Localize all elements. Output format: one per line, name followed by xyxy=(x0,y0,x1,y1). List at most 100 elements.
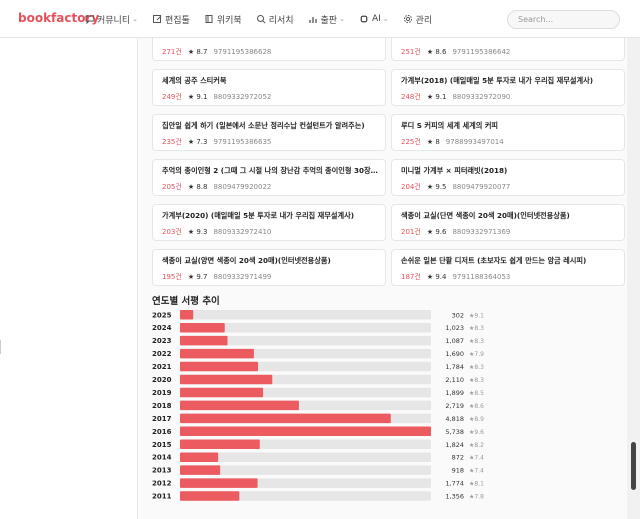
book-title[interactable]: 색종이 교실(양면 색종이 20색 20매)(인터넷전용상품) xyxy=(162,256,331,265)
nav-item-label: 출판 xyxy=(320,15,338,26)
top-navigation-bar: bookfactory 커뮤니티 ⌄ 편집툴 위키북 리서치 출판 ⌄ AI ⌄ 관리 xyxy=(0,0,640,38)
nav-item-label: 리서치 xyxy=(268,15,294,26)
rating-label: ★8.3 xyxy=(469,338,484,345)
value-label: 1,824 xyxy=(445,441,464,449)
value-label: 1,356 xyxy=(445,493,464,501)
book-card[interactable]: 가계부(2020) (매일매일 5분 투자로 내가 우리집 재무설계사) 203건… xyxy=(152,204,386,241)
bar-track xyxy=(180,452,431,462)
year-label: 2024 xyxy=(152,324,172,332)
value-label: 1,774 xyxy=(445,480,464,488)
rating-label: ★9.1 xyxy=(469,312,484,319)
book-card[interactable]: 손쉬운 일본 단팥 디저트 (초보자도 쉽게 만드는 앙금 레시피) 187건 ★ … xyxy=(391,249,625,286)
book-title[interactable]: 루디 S 커피의 세계 세계의 커피 xyxy=(401,121,499,130)
book-rating: ★ 8.6 xyxy=(426,48,447,56)
book-card[interactable]: 가계부(2018) (매일매일 5분 투자로 내가 우리집 재무설계사) 248건… xyxy=(391,69,625,106)
book-isbn: 8809479920077 xyxy=(452,183,511,191)
rating-label: ★8.6 xyxy=(469,403,484,410)
year-label: 2017 xyxy=(152,415,172,423)
value-label: 1,023 xyxy=(445,324,464,332)
bar xyxy=(180,491,240,501)
review-count: 201건 xyxy=(401,228,421,236)
search-input[interactable] xyxy=(507,10,620,29)
book-title[interactable]: 색종이 교실(단면 색종이 20색 20매)(인터넷전용상품) xyxy=(401,211,570,220)
book-title[interactable]: 집안일 쉽게 하기 (일본에서 소문난 정리수납 컨설턴트가 알려주는) xyxy=(162,121,365,130)
chart-icon xyxy=(308,17,317,23)
value-label: 1,690 xyxy=(445,350,464,358)
book-card[interactable]: 색종이 교실(단면 색종이 20색 20매)(인터넷전용상품) 201건 ★ 9.6… xyxy=(391,204,625,241)
book-rating: ★ 9.6 xyxy=(426,228,447,236)
value-label: 872 xyxy=(452,454,464,462)
review-count: 203건 xyxy=(162,228,182,236)
book-isbn: 8809332971499 xyxy=(213,273,272,281)
rating-label: ★8.3 xyxy=(469,377,484,384)
book-card[interactable]: 미니멀 가계부 × 피터래빗(2018) 204건 ★ 9.5 88094799200… xyxy=(391,159,625,196)
book-title[interactable]: 미니멀 가계부 × 피터래빗(2018) xyxy=(401,166,508,175)
book-card[interactable]: 251건 ★ 8.6 9791195386642 xyxy=(391,38,625,61)
value-label: 918 xyxy=(452,467,464,475)
nav-item-2[interactable]: 위키북 xyxy=(204,13,242,26)
bar xyxy=(180,374,273,385)
bar xyxy=(180,322,225,333)
book-icon xyxy=(205,15,213,23)
year-label: 2015 xyxy=(152,441,172,449)
book-title[interactable]: 손쉬운 일본 단팥 디저트 (초보자도 쉽게 만드는 앙금 레시피) xyxy=(401,256,587,265)
book-title[interactable]: 가계부(2020) (매일매일 5분 투자로 내가 우리집 재무설계사) xyxy=(162,211,355,220)
chevron-down-icon: ⌄ xyxy=(339,15,345,23)
bar xyxy=(180,310,194,320)
main-nav: 커뮤니티 ⌄ 편집툴 위키북 리서치 출판 ⌄ AI ⌄ 관리 xyxy=(84,12,446,26)
review-count: 249건 xyxy=(162,93,182,101)
nav-item-6[interactable]: 관리 xyxy=(403,13,433,26)
nav-item-0[interactable]: 커뮤니티 ⌄ xyxy=(84,13,138,26)
bar xyxy=(180,335,228,346)
book-card[interactable]: 집안일 쉽게 하기 (일본에서 소문난 정리수납 컨설턴트가 알려주는) 235건… xyxy=(152,114,386,151)
nav-item-5[interactable]: AI ⌄ xyxy=(359,14,389,24)
edit-icon xyxy=(153,15,162,23)
book-rating: ★ 8.8 xyxy=(187,183,208,191)
book-card[interactable]: 271건 ★ 8.7 9791195386628 xyxy=(152,38,386,61)
book-isbn: 9791195386635 xyxy=(213,138,272,146)
year-label: 2012 xyxy=(152,480,172,488)
book-title[interactable]: 세계의 공주 스티커북 xyxy=(162,76,227,85)
bar xyxy=(180,387,264,398)
nav-item-label: 커뮤니티 xyxy=(97,15,131,26)
nav-item-4[interactable]: 출판 ⌄ xyxy=(308,13,345,26)
value-label: 4,818 xyxy=(445,415,464,423)
book-title[interactable]: 가계부(2018) (매일매일 5분 투자로 내가 우리집 재무설계사) xyxy=(401,76,594,85)
gear-icon xyxy=(403,14,412,24)
year-label: 2021 xyxy=(152,363,172,371)
nav-item-3[interactable]: 리서치 xyxy=(256,13,294,26)
book-card[interactable]: 세계의 공주 스티커북 249건 ★ 9.1 8809332972052 xyxy=(152,69,386,106)
book-rating: ★ 9.4 xyxy=(426,273,447,281)
book-meta: 205건 ★ 8.8 8809479920022 xyxy=(162,182,271,192)
book-isbn: 9791195386642 xyxy=(452,48,511,56)
sidebar-resize-handle[interactable] xyxy=(0,340,3,354)
bar xyxy=(180,452,219,462)
book-rating: ★ 8 xyxy=(426,138,440,146)
bar-track xyxy=(180,335,431,346)
review-count: 235건 xyxy=(162,138,182,146)
value-label: 1,899 xyxy=(445,389,464,397)
ai-chip-icon xyxy=(359,15,368,23)
page-scrollbar[interactable] xyxy=(627,38,640,519)
nav-item-1[interactable]: 편집툴 xyxy=(152,13,190,26)
book-title[interactable]: 추억의 종이인형 2 (그때 그 시절 나의 장난감 추억의 종이인형 30장 … xyxy=(162,166,378,175)
year-label: 2022 xyxy=(152,350,172,358)
section-title: 연도별 서평 추이 xyxy=(152,296,220,307)
book-card[interactable]: 추억의 종이인형 2 (그때 그 시절 나의 장난감 추억의 종이인형 30장 … xyxy=(152,159,386,196)
search-icon xyxy=(256,15,266,24)
book-meta: 248건 ★ 9.1 8809332972090 xyxy=(401,92,510,102)
book-card[interactable]: 루디 S 커피의 세계 세계의 커피 225건 ★ 8 9788993497014 xyxy=(391,114,625,151)
book-meta: 251건 ★ 8.6 9791195386642 xyxy=(401,47,510,57)
year-label: 2020 xyxy=(152,376,172,384)
book-meta: 203건 ★ 9.3 8809332972410 xyxy=(162,227,271,237)
book-meta: 225건 ★ 8 9788993497014 xyxy=(401,137,504,147)
year-label: 2019 xyxy=(152,389,172,397)
book-isbn: 9791195386628 xyxy=(213,48,272,56)
brand-logo[interactable]: bookfactory xyxy=(18,11,100,25)
bar-track xyxy=(180,465,431,475)
nav-item-label: 관리 xyxy=(415,15,433,26)
scrollbar-thumb[interactable] xyxy=(631,442,636,490)
book-rating: ★ 9.1 xyxy=(187,93,208,101)
book-card[interactable]: 색종이 교실(양면 색종이 20색 20매)(인터넷전용상품) 195건 ★ 9.7… xyxy=(152,249,386,286)
chat-icon xyxy=(85,15,94,24)
